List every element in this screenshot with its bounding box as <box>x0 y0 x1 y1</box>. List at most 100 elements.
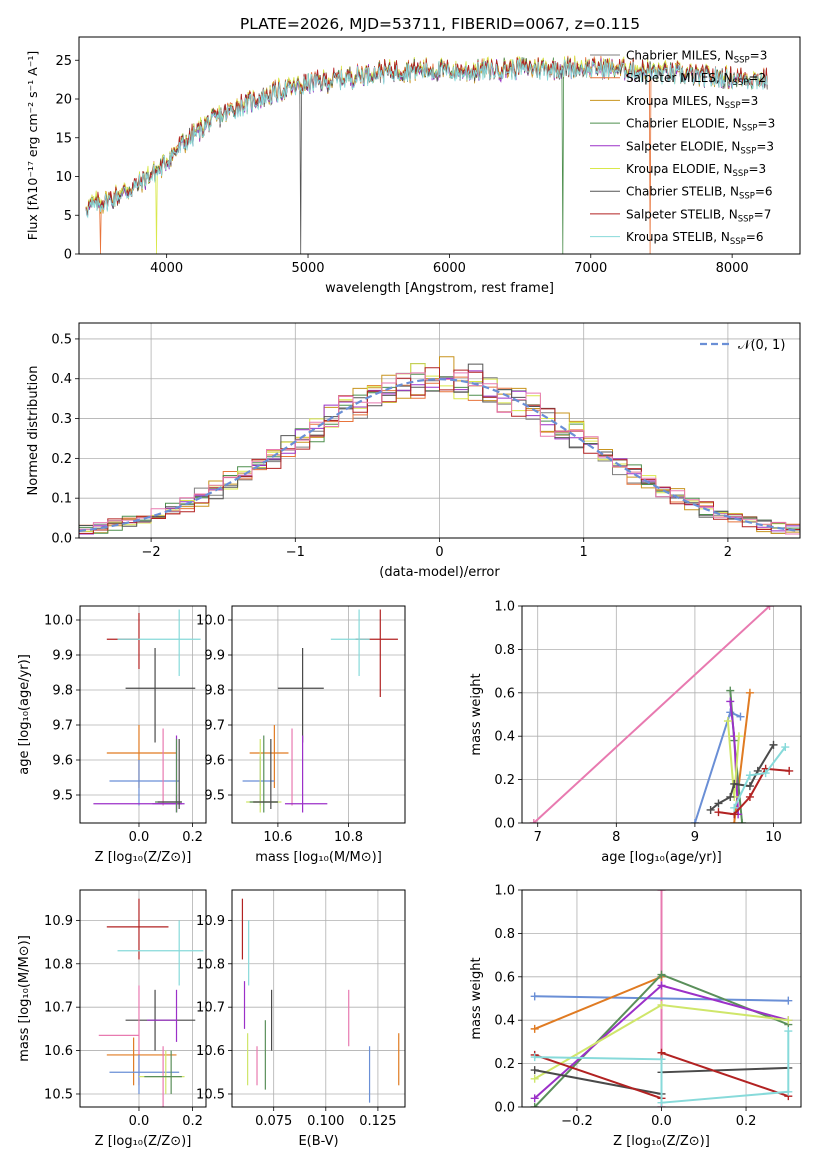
legend-entry-part: SSP <box>742 124 758 134</box>
legend-entry-part: =3 <box>748 162 766 176</box>
weight_vs_age-xlabel: age [log₁₀(age/yr)] <box>601 850 722 865</box>
y-tick-label: 9.5 <box>204 789 225 804</box>
x-tick-label: 0.125 <box>359 1114 396 1129</box>
x-tick-label: 9 <box>691 830 699 845</box>
mass_vs_Z-axes: 0.0 0.2 10.5 10.6 10.7 10.8 10.9 Z [log₁₀(Z/Z⊙)… <box>17 889 207 1149</box>
weight-marker <box>706 805 715 814</box>
legend-entry-part: =6 <box>746 230 764 244</box>
x-tick-label: 8000 <box>716 261 749 276</box>
legend-entry: Chabrier ELODIE, NSSP=3 <box>626 117 775 134</box>
weight-marker <box>784 1016 793 1025</box>
age_vs_Z-frame <box>79 605 207 824</box>
weight-marker <box>761 769 770 778</box>
y-tick-label: 10.6 <box>196 1044 225 1059</box>
y-tick-label: 1.0 <box>494 600 515 615</box>
mass_vs_ebv-xlabel: E(B-V) <box>298 1134 338 1149</box>
y-tick-label: 5 <box>64 209 72 224</box>
weight-marker <box>530 1053 539 1062</box>
x-tick-label: 0.2 <box>182 1114 203 1129</box>
mass_vs_Z-xlabel: Z [log₁₀(Z/Z⊙)] <box>95 1134 192 1149</box>
figure-title: PLATE=2026, MJD=53711, FIBERID=0067, z=0… <box>240 15 640 33</box>
weight_vs_Z-axes: −0.2 0.0 0.2 0.0 0.2 0.4 0.6 0.8 1.0 Z [log₁₀(Z/Z… <box>469 884 802 1149</box>
x-tick-label: 0.2 <box>182 830 203 845</box>
legend-entry-part: SSP <box>725 101 741 111</box>
y-tick-label: 0.2 <box>494 1057 515 1072</box>
weight-marker <box>745 771 754 780</box>
weight-marker <box>529 819 538 823</box>
legend-entry-part: =7 <box>754 207 772 221</box>
weight-series-line <box>534 995 789 1002</box>
gaussian-curve <box>79 378 800 533</box>
mass_vs_ebv-frame <box>231 889 406 1108</box>
residuals-xlabel: (data-model)/error <box>379 565 500 580</box>
legend-entry: Salpeter STELIB, NSSP=7 <box>626 207 771 224</box>
weight-marker <box>730 779 739 788</box>
weight-marker <box>530 1094 539 1103</box>
x-tick-label: 0.2 <box>736 1114 757 1129</box>
x-tick-label: 0.100 <box>307 1114 344 1129</box>
weight-marker <box>723 717 732 726</box>
legend-entry-part: =6 <box>755 185 773 199</box>
residuals-plot-area <box>79 356 800 535</box>
mass_vs_ebv-plot-area <box>241 898 400 1103</box>
y-tick-label: 0 <box>64 248 72 263</box>
weight-series-line <box>733 746 787 809</box>
mass_vs_ebv-axes: 0.075 0.100 0.125 10.5 10.6 10.7 10.8 10.9 E(B-V… <box>196 889 406 1149</box>
weight-marker <box>530 992 539 1001</box>
weight_vs_age-axes: 7 8 9 10 0.0 0.2 0.4 0.6 0.8 1.0 age [log₁₀(age/yr… <box>469 600 802 865</box>
y-tick-label: 9.6 <box>204 754 225 769</box>
weight-marker <box>730 819 739 823</box>
y-tick-label: 0.6 <box>494 970 515 985</box>
legend-entry-part: =3 <box>750 49 768 63</box>
y-tick-label: 0.0 <box>494 817 515 832</box>
spectrum-axes: 4000 5000 6000 7000 8000 0 5 10 15 20 25 wavelength… <box>25 36 801 296</box>
weight-marker <box>657 1001 666 1010</box>
y-tick-label: 0.8 <box>494 927 515 942</box>
y-tick-label: 10.9 <box>196 914 225 929</box>
legend-entry-part: SSP <box>734 56 750 66</box>
legend-entry-part: Kroupa ELODIE, N <box>626 162 733 176</box>
age_vs_mass-frame <box>231 605 406 824</box>
weight-marker <box>738 819 747 823</box>
y-tick-label: 9.6 <box>52 754 73 769</box>
legend-entry-part: =3 <box>756 139 774 153</box>
x-tick-label: 10.6 <box>263 830 292 845</box>
spectrum-plot-area <box>85 55 768 254</box>
y-tick-label: 0.4 <box>494 1014 515 1029</box>
spectrum-frame <box>78 36 801 255</box>
weight-marker <box>690 819 699 823</box>
weight-marker <box>765 606 774 610</box>
y-tick-label: 9.8 <box>52 684 73 699</box>
legend-entry-part: SSP <box>730 237 746 247</box>
weight_vs_Z-plot-area <box>530 890 793 1107</box>
weight-series-line <box>534 975 662 1030</box>
y-tick-label: 10.0 <box>44 614 73 629</box>
mass_vs_Z-frame <box>79 889 207 1108</box>
y-tick-label: 10.6 <box>44 1044 73 1059</box>
x-tick-label: −1 <box>286 545 305 560</box>
weight-marker <box>726 792 735 801</box>
weight-series-line <box>533 606 771 823</box>
residuals-ylabel: Normed distribution <box>26 366 41 496</box>
weight-marker <box>714 799 723 808</box>
age_vs_Z-xlabel: Z [log₁₀(Z/Z⊙)] <box>95 850 192 865</box>
legend-entry: Kroupa STELIB, NSSP=6 <box>626 230 764 247</box>
y-tick-label: 10.8 <box>44 957 73 972</box>
legend-entry-part: Chabrier ELODIE, N <box>626 117 742 131</box>
y-tick-label: 0.2 <box>494 773 515 788</box>
weight_vs_age-frame <box>521 605 802 824</box>
age_vs_Z-axes: 0.0 0.2 9.5 9.6 9.7 9.8 9.9 10.0 Z [log₁₀(Z/Z⊙)]… <box>17 605 207 865</box>
spectrum-series-line <box>85 58 768 219</box>
weight-marker <box>734 732 743 741</box>
y-tick-label: 9.7 <box>52 719 73 734</box>
age_vs_mass-plot-area <box>242 609 398 813</box>
residuals-axes: −2 −1 0 1 2 0.0 0.1 0.2 0.3 0.4 0.5 (data-model)/er… <box>26 322 801 580</box>
legend-entry-part: Kroupa STELIB, N <box>626 230 730 244</box>
x-tick-label: 2 <box>724 545 732 560</box>
y-tick-label: 0.0 <box>51 532 72 547</box>
weight-marker <box>657 981 666 990</box>
spectrum-ylabel: Flux [fλ10⁻¹⁷ erg cm⁻² s⁻¹ A⁻¹] <box>25 51 40 240</box>
y-tick-label: 10.5 <box>44 1087 73 1102</box>
